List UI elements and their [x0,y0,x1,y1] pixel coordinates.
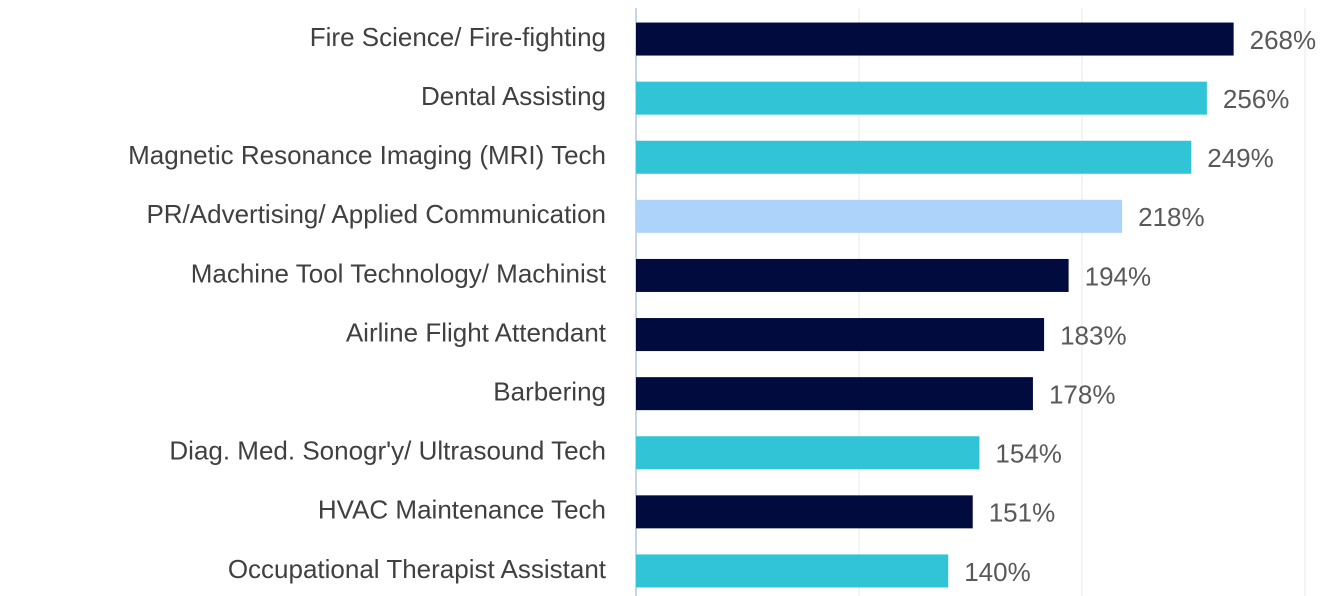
value-label: 218% [1138,202,1205,232]
value-label: 268% [1250,25,1317,55]
category-label: Barbering [493,377,606,407]
bar [636,495,973,529]
bar [636,81,1207,115]
category-label: Occupational Therapist Assistant [228,554,607,584]
value-label: 178% [1049,380,1116,410]
bar [636,140,1192,174]
category-label: Dental Assisting [421,81,606,111]
value-label: 194% [1085,261,1152,291]
category-label: Fire Science/ Fire-fighting [310,22,606,52]
bar [636,22,1234,56]
category-label: Magnetic Resonance Imaging (MRI) Tech [128,140,606,170]
category-label: PR/Advertising/ Applied Communication [146,199,606,229]
category-label: HVAC Maintenance Tech [318,495,606,525]
value-label: 140% [964,557,1030,587]
value-label: 183% [1060,320,1127,350]
value-label: 256% [1223,84,1290,114]
bar [636,258,1069,292]
category-label: Airline Flight Attendant [346,317,607,347]
category-label: Diag. Med. Sonogr'y/ Ultrasound Tech [169,436,606,466]
bar [636,377,1033,411]
bar [636,318,1045,352]
value-label: 249% [1207,143,1274,173]
bar [636,554,949,588]
value-label: 151% [989,498,1056,528]
bar [636,436,980,470]
bar [636,199,1123,233]
value-label: 154% [995,439,1061,469]
category-label: Machine Tool Technology/ Machinist [191,258,607,288]
